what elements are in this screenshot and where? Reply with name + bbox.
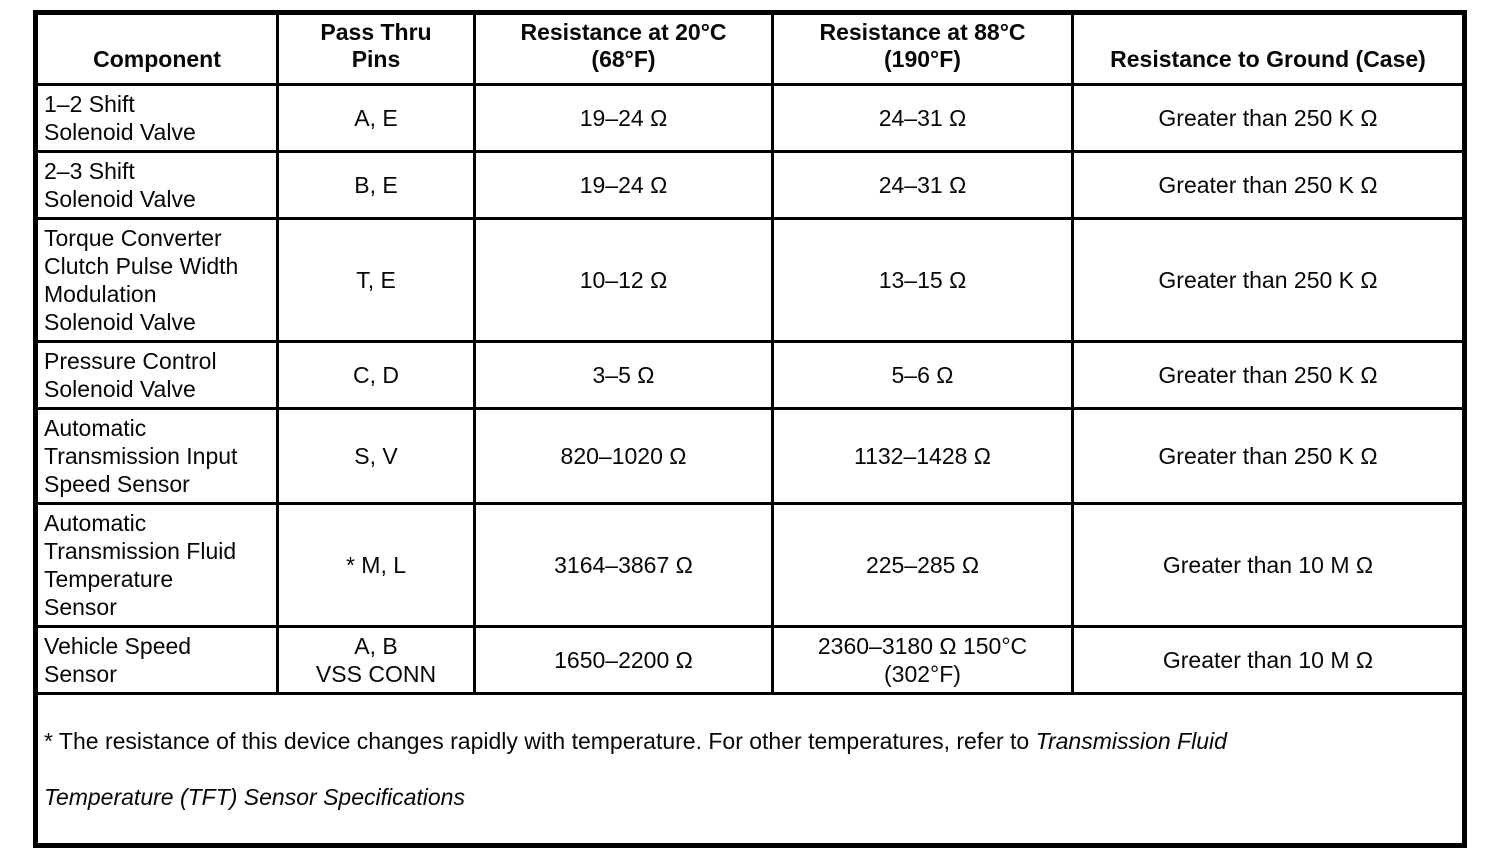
column-header-resistance-to-ground: Resistance to Ground (Case) [1071, 11, 1466, 86]
resistance-20c-cell: 820–1020 Ω [473, 407, 774, 505]
resistance-88c-cell: 24–31 Ω [771, 150, 1074, 220]
resistance-20c-cell: 3–5 Ω [473, 340, 774, 410]
pins-cell: * M, L [276, 502, 476, 628]
pins-cell: S, V [276, 407, 476, 505]
table-row-2-3-shift-solenoid-valve: 2–3 Shift Solenoid Valve B, E 19–24 Ω 24… [34, 150, 1466, 220]
table-row-fluid-temperature-sensor: Automatic Transmission Fluid Temperature… [34, 502, 1466, 628]
resistance-88c-cell: 2360–3180 Ω 150°C (302°F) [771, 625, 1074, 695]
ground-resistance-cell: Greater than 10 M Ω [1071, 502, 1466, 628]
resistance-20c-cell: 3164–3867 Ω [473, 502, 774, 628]
ground-resistance-cell: Greater than 250 K Ω [1071, 407, 1466, 505]
header-row: Component Pass Thru Pins Resistance at 2… [34, 11, 1466, 86]
component-cell: Torque Converter Clutch Pulse Width Modu… [34, 217, 279, 343]
column-header-component: Component [34, 11, 279, 86]
table-row-1-2-shift-solenoid-valve: 1–2 Shift Solenoid Valve A, E 19–24 Ω 24… [34, 83, 1466, 153]
resistance-20c-cell: 19–24 Ω [473, 150, 774, 220]
footnote-row: * The resistance of this device changes … [34, 692, 1466, 847]
component-cell: Automatic Transmission Fluid Temperature… [34, 502, 279, 628]
footnote-italic-reference-continued: Temperature (TFT) Sensor Specifications [44, 784, 465, 810]
resistance-88c-cell: 225–285 Ω [771, 502, 1074, 628]
table-header: Component Pass Thru Pins Resistance at 2… [34, 11, 1466, 86]
ground-resistance-cell: Greater than 250 K Ω [1071, 150, 1466, 220]
component-cell: 1–2 Shift Solenoid Valve [34, 83, 279, 153]
footnote-regular-text: * The resistance of this device changes … [44, 728, 1036, 754]
footnote-italic-reference: Transmission Fluid [1035, 728, 1227, 754]
table-row-vehicle-speed-sensor: Vehicle Speed Sensor A, B VSS CONN 1650–… [34, 625, 1466, 695]
footnote-line-2: Temperature (TFT) Sensor Specifications [44, 783, 1456, 811]
resistance-specifications-table: Component Pass Thru Pins Resistance at 2… [33, 10, 1467, 848]
pins-cell: C, D [276, 340, 476, 410]
ground-resistance-cell: Greater than 250 K Ω [1071, 217, 1466, 343]
pins-cell: A, B VSS CONN [276, 625, 476, 695]
ground-resistance-cell: Greater than 250 K Ω [1071, 340, 1466, 410]
component-cell: Automatic Transmission Input Speed Senso… [34, 407, 279, 505]
pins-cell: T, E [276, 217, 476, 343]
ground-resistance-cell: Greater than 10 M Ω [1071, 625, 1466, 695]
resistance-88c-cell: 5–6 Ω [771, 340, 1074, 410]
footnote-line-1: * The resistance of this device changes … [44, 727, 1456, 755]
pins-cell: B, E [276, 150, 476, 220]
resistance-88c-cell: 1132–1428 Ω [771, 407, 1074, 505]
ground-resistance-cell: Greater than 250 K Ω [1071, 83, 1466, 153]
column-header-resistance-88c: Resistance at 88°C (190°F) [771, 11, 1074, 86]
resistance-20c-cell: 10–12 Ω [473, 217, 774, 343]
table-row-input-speed-sensor: Automatic Transmission Input Speed Senso… [34, 407, 1466, 505]
scanned-document-page: Component Pass Thru Pins Resistance at 2… [33, 10, 1467, 848]
component-cell: Vehicle Speed Sensor [34, 625, 279, 695]
resistance-20c-cell: 19–24 Ω [473, 83, 774, 153]
table-row-pressure-control-solenoid-valve: Pressure Control Solenoid Valve C, D 3–5… [34, 340, 1466, 410]
table-body: 1–2 Shift Solenoid Valve A, E 19–24 Ω 24… [34, 83, 1466, 847]
column-header-resistance-20c: Resistance at 20°C (68°F) [473, 11, 774, 86]
column-header-pass-thru-pins: Pass Thru Pins [276, 11, 476, 86]
resistance-20c-cell: 1650–2200 Ω [473, 625, 774, 695]
pins-cell: A, E [276, 83, 476, 153]
resistance-88c-cell: 13–15 Ω [771, 217, 1074, 343]
component-cell: Pressure Control Solenoid Valve [34, 340, 279, 410]
footnote: * The resistance of this device changes … [34, 692, 1466, 847]
table-row-tcc-pwm-solenoid-valve: Torque Converter Clutch Pulse Width Modu… [34, 217, 1466, 343]
resistance-88c-cell: 24–31 Ω [771, 83, 1074, 153]
component-cell: 2–3 Shift Solenoid Valve [34, 150, 279, 220]
